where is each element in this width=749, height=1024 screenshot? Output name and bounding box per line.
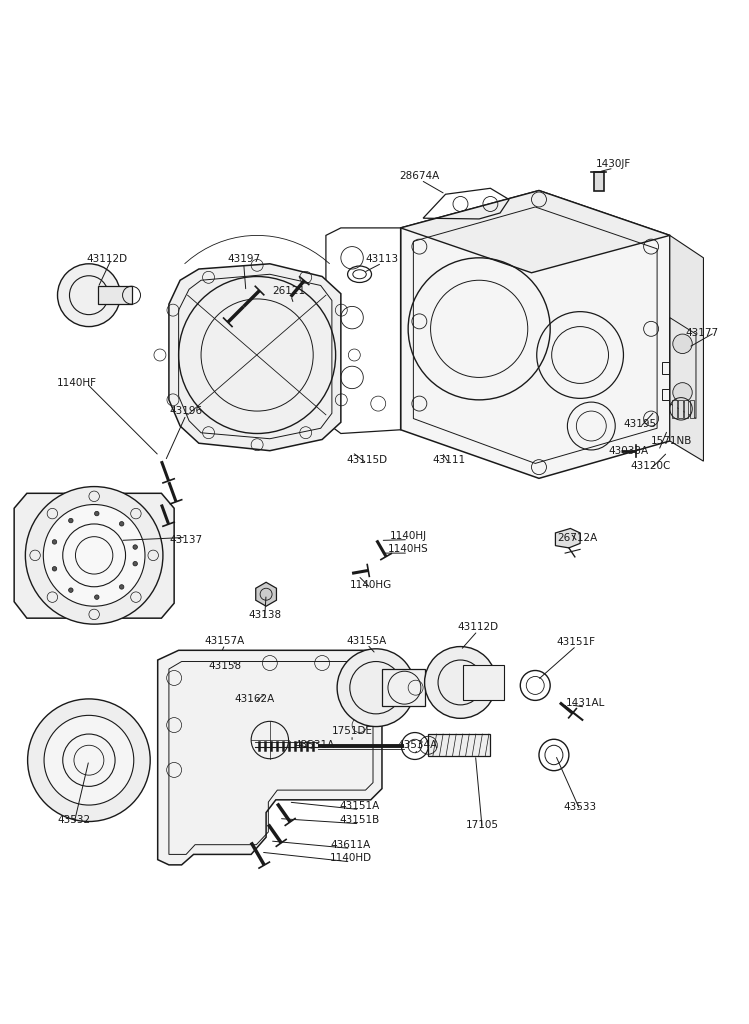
- Text: 1430JF: 1430JF: [596, 160, 631, 169]
- Text: 43532: 43532: [58, 815, 91, 825]
- Circle shape: [337, 649, 415, 727]
- Text: 43158: 43158: [208, 662, 242, 671]
- Text: 43197: 43197: [227, 254, 260, 264]
- Circle shape: [94, 511, 99, 516]
- Bar: [382, 669, 425, 707]
- Circle shape: [425, 646, 497, 719]
- Text: 1140HJ: 1140HJ: [389, 530, 427, 541]
- Circle shape: [25, 486, 163, 625]
- Circle shape: [69, 518, 73, 523]
- Bar: [684, 399, 688, 418]
- Polygon shape: [169, 264, 341, 451]
- Polygon shape: [401, 190, 670, 478]
- Text: 43151A: 43151A: [339, 801, 380, 811]
- Text: 43196: 43196: [169, 407, 203, 416]
- Circle shape: [52, 566, 57, 571]
- Text: 43151F: 43151F: [557, 637, 596, 647]
- Bar: [98, 287, 132, 304]
- Circle shape: [673, 334, 692, 353]
- Text: 43033A: 43033A: [609, 445, 649, 456]
- Bar: [593, 172, 604, 190]
- Polygon shape: [255, 583, 276, 606]
- Text: 43120C: 43120C: [631, 461, 671, 471]
- Circle shape: [119, 585, 124, 589]
- Text: 43137: 43137: [169, 536, 203, 546]
- Text: 1751DE: 1751DE: [332, 726, 372, 736]
- Bar: [672, 399, 676, 418]
- Text: 26121: 26121: [272, 287, 305, 297]
- Text: 43531A: 43531A: [294, 740, 335, 751]
- Polygon shape: [670, 236, 703, 461]
- Circle shape: [94, 595, 99, 599]
- Text: 43115D: 43115D: [347, 455, 387, 465]
- Polygon shape: [158, 650, 382, 865]
- Circle shape: [44, 716, 134, 805]
- Circle shape: [69, 588, 73, 593]
- Text: 43533: 43533: [563, 802, 597, 812]
- Circle shape: [52, 540, 57, 544]
- Circle shape: [119, 521, 124, 526]
- Text: 43112D: 43112D: [457, 623, 498, 632]
- Text: 43113: 43113: [366, 254, 398, 264]
- Text: 43138: 43138: [248, 610, 281, 621]
- Text: 43611A: 43611A: [330, 840, 371, 850]
- Text: 1140HF: 1140HF: [57, 379, 97, 388]
- Bar: [678, 399, 682, 418]
- Bar: [662, 362, 681, 374]
- Polygon shape: [14, 494, 174, 618]
- Circle shape: [133, 545, 137, 549]
- Text: 43195: 43195: [623, 419, 656, 429]
- Text: 1140HS: 1140HS: [388, 545, 428, 554]
- Circle shape: [43, 505, 145, 606]
- Text: 1571NB: 1571NB: [651, 436, 692, 446]
- Circle shape: [58, 264, 121, 327]
- Text: 43534A: 43534A: [398, 740, 438, 751]
- Polygon shape: [401, 190, 670, 272]
- Text: 17105: 17105: [466, 819, 499, 829]
- Circle shape: [28, 699, 151, 821]
- Text: 43112D: 43112D: [87, 254, 128, 264]
- Bar: [463, 665, 504, 700]
- Text: 1140HD: 1140HD: [330, 853, 372, 863]
- Text: 43151B: 43151B: [339, 815, 380, 825]
- Text: 43177: 43177: [685, 328, 718, 338]
- Text: 43111: 43111: [433, 455, 466, 465]
- Text: 1140HG: 1140HG: [350, 580, 392, 590]
- Text: 1431AL: 1431AL: [565, 698, 605, 709]
- Circle shape: [673, 383, 692, 402]
- Circle shape: [133, 561, 137, 566]
- Text: 43155A: 43155A: [347, 636, 387, 645]
- Bar: [690, 399, 694, 418]
- Text: 26712A: 26712A: [558, 534, 598, 543]
- Polygon shape: [556, 528, 580, 548]
- Bar: [662, 389, 681, 399]
- Bar: [428, 734, 490, 757]
- Text: 43157A: 43157A: [205, 636, 245, 645]
- Text: 43162A: 43162A: [234, 694, 275, 703]
- Text: 28674A: 28674A: [399, 171, 440, 180]
